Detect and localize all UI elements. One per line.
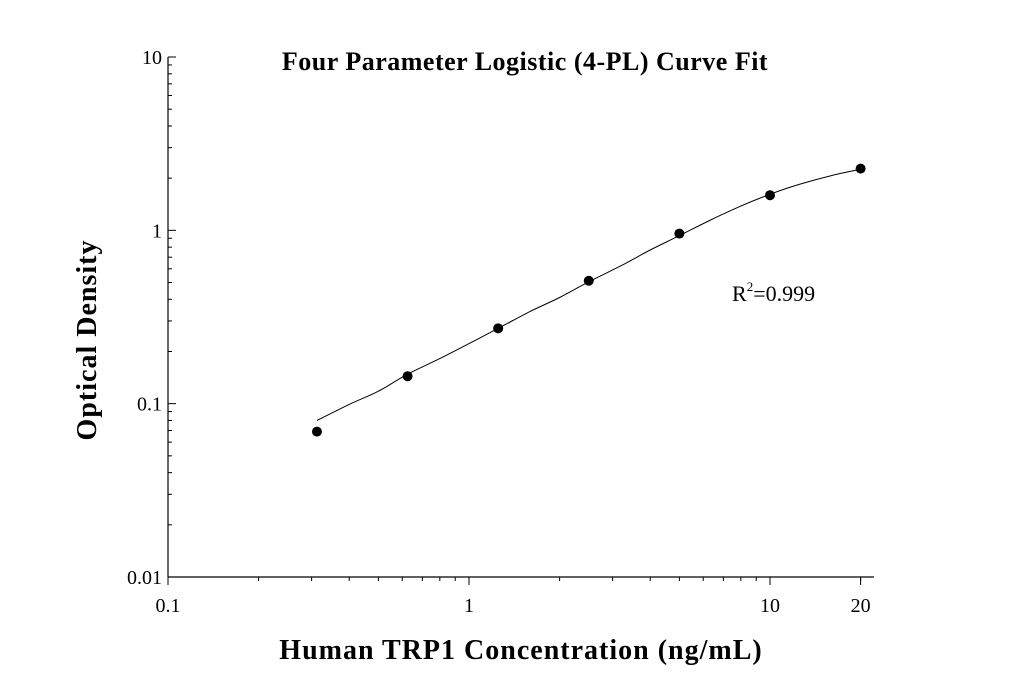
y-ticks [168,56,176,578]
data-point [493,323,504,334]
x-ticks [167,577,862,585]
y-tick-label: 0.1 [137,394,162,416]
y-tick-label: 10 [142,47,162,69]
data-point [855,163,866,174]
r-squared-value: =0.999 [753,281,815,306]
data-point [583,275,594,286]
x-tick-label: 1 [464,595,474,617]
x-tick-labels: 0.1 1 10 20 [156,595,871,617]
data-point [311,426,322,437]
r-squared-superscript: 2 [747,279,754,294]
data-point [765,190,775,201]
axes [167,57,874,578]
y-tick-labels: 0.01 0.1 1 10 [127,47,162,589]
x-axis-title: Human TRP1 Concentration (ng/mL) [279,635,762,666]
x-tick-label: 10 [760,595,780,617]
data-point [674,228,685,239]
chart-title: Four Parameter Logistic (4-PL) Curve Fit [282,47,768,76]
x-tick-label: 0.1 [156,595,181,617]
r-squared-base: R [732,281,747,306]
y-axis-title: Optical Density [72,240,103,441]
data-points [311,163,866,437]
y-tick-label: 1 [152,220,162,242]
data-point [402,371,413,382]
x-tick-label: 20 [851,595,871,617]
y-tick-label: 0.01 [127,567,162,589]
r-squared-annotation: R2=0.999 [732,279,815,306]
